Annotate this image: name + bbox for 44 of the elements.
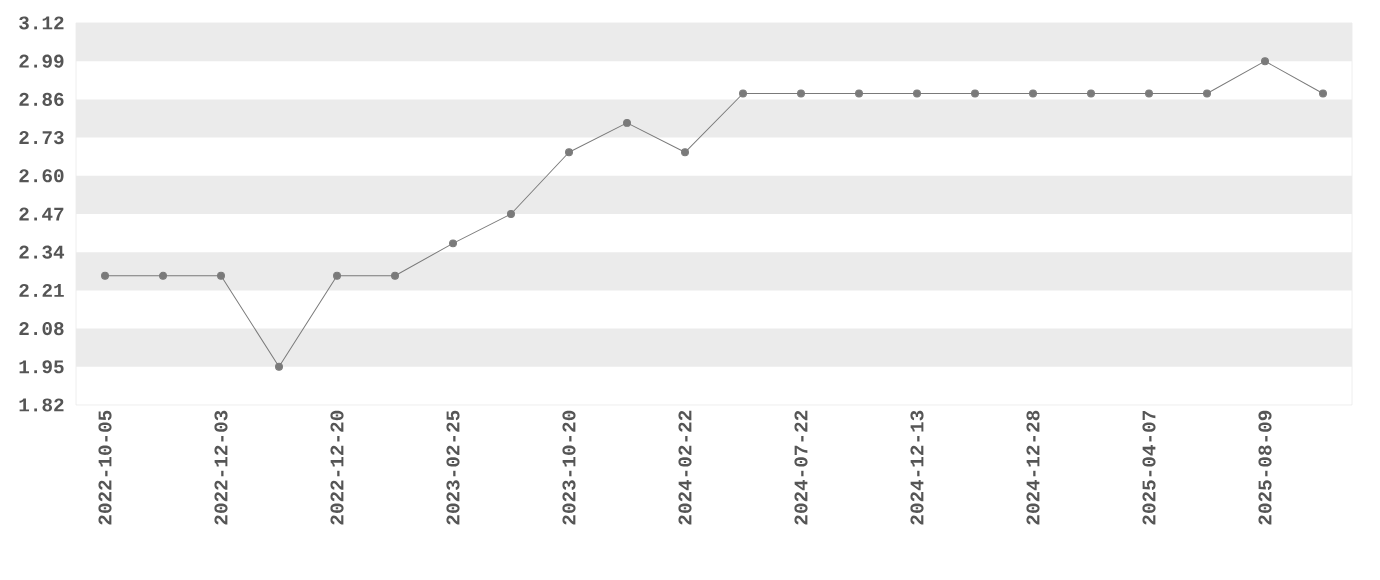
y-tick-label: 1.95	[19, 360, 64, 374]
y-tick-label: 3.12	[19, 16, 64, 30]
point	[1145, 89, 1153, 98]
point	[275, 362, 283, 371]
y-tick-label: 2.60	[19, 169, 64, 183]
point	[101, 271, 109, 280]
point	[1319, 89, 1327, 98]
point	[333, 271, 341, 280]
point	[971, 89, 979, 98]
point	[1029, 89, 1037, 98]
point	[1087, 89, 1095, 98]
point	[217, 271, 225, 280]
point	[913, 89, 921, 98]
x-tick-label: 2024-12-28	[1026, 410, 1040, 525]
point	[391, 271, 399, 280]
point	[449, 239, 457, 248]
point	[739, 89, 747, 98]
y-tick-label: 2.08	[19, 322, 64, 336]
point	[797, 89, 805, 98]
x-tick-label: 2023-02-25	[446, 410, 460, 525]
point	[1261, 57, 1269, 66]
x-tick-label: 2022-10-05	[98, 410, 112, 525]
point	[159, 271, 167, 280]
point	[565, 148, 573, 157]
point	[623, 118, 631, 127]
point	[1203, 89, 1211, 98]
point	[855, 89, 863, 98]
y-tick-label: 2.86	[19, 92, 64, 106]
x-tick-label: 2024-07-22	[794, 410, 808, 525]
x-tick-label: 2022-12-20	[330, 410, 344, 525]
x-tick-label: 2022-12-03	[214, 410, 228, 525]
y-tick-label: 2.47	[19, 207, 64, 221]
y-tick-label: 2.21	[19, 283, 64, 297]
x-tick-label: 2024-02-22	[678, 410, 692, 525]
x-tick-label: 2025-08-09	[1258, 410, 1272, 525]
x-tick-label: 2023-10-20	[562, 410, 576, 525]
point	[681, 148, 689, 157]
y-tick-label: 1.82	[19, 398, 64, 412]
x-tick-label: 2024-12-13	[910, 410, 924, 525]
y-tick-label: 2.73	[19, 131, 64, 145]
y-tick-label: 2.34	[19, 245, 65, 259]
y-tick-label: 2.99	[19, 54, 64, 68]
x-tick-label: 2025-04-07	[1142, 411, 1156, 525]
point	[507, 210, 515, 218]
